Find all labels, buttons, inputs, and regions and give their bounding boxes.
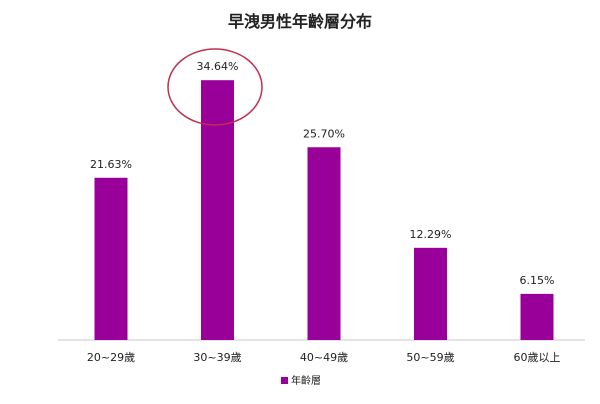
data-labels-group: 21.63% 34.64% 25.70% 12.29% 6.15% — [90, 60, 554, 287]
bar-5 — [520, 293, 554, 340]
bar-3 — [307, 147, 341, 340]
data-label-1: 21.63% — [90, 158, 132, 171]
bar-4 — [414, 247, 447, 340]
legend: 年齡層 — [281, 374, 321, 387]
data-label-2: 34.64% — [197, 60, 239, 73]
bar-1 — [94, 177, 128, 340]
chart-title: 早洩男性年齡層分布 — [228, 12, 372, 31]
x-tick-label-5: 60歲以上 — [514, 350, 561, 364]
highlight-circle — [167, 48, 263, 126]
legend-label: 年齡層 — [291, 374, 321, 387]
x-tick-label-3: 40~49歲 — [300, 350, 348, 364]
legend-swatch — [281, 377, 288, 384]
x-tick-labels-group: 20~29歲 30~39歲 40~49歲 50~59歲 60歲以上 — [87, 350, 561, 364]
x-tick-label-1: 20~29歲 — [87, 350, 135, 364]
x-tick-label-2: 30~39歲 — [193, 350, 241, 364]
bar-2 — [201, 80, 234, 340]
x-tick-label-4: 50~59歲 — [406, 350, 454, 364]
data-label-3: 25.70% — [303, 127, 345, 140]
data-label-5: 6.15% — [520, 274, 555, 287]
data-label-4: 12.29% — [410, 228, 452, 241]
bars-group — [94, 80, 554, 340]
